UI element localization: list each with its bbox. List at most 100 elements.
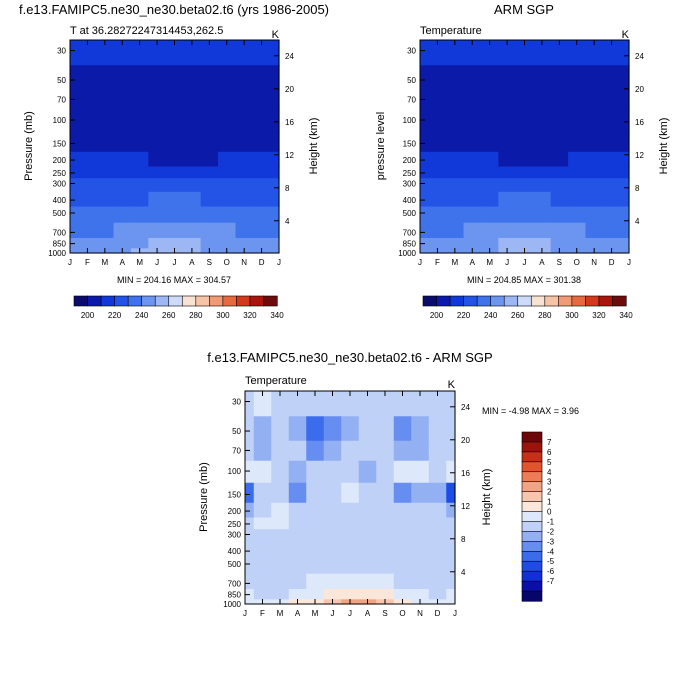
diff-cell	[306, 542, 325, 559]
model-colorbar-tick-label: 300	[216, 311, 230, 320]
obs-cell	[420, 40, 430, 66]
model-cell	[165, 40, 184, 66]
model-cell	[130, 222, 149, 239]
diff-cell	[411, 416, 430, 442]
model-cell	[78, 166, 97, 179]
diff-cell	[323, 502, 342, 519]
obs-cell	[620, 89, 630, 111]
model-colorbar-swatch	[222, 295, 237, 307]
diff-colorbar-swatch	[521, 580, 543, 592]
model-cell	[218, 166, 237, 179]
obs-cell	[446, 222, 465, 239]
obs-cell	[498, 191, 517, 208]
diff-cell	[288, 542, 307, 559]
model-cell	[70, 191, 80, 208]
model-cell	[96, 40, 115, 66]
diff-cell	[393, 502, 412, 519]
diff-cell	[411, 529, 430, 544]
model-cell	[165, 178, 184, 193]
diff-cell	[376, 529, 395, 544]
diff-cell	[446, 517, 456, 530]
diff-cell	[245, 391, 255, 417]
obs-cell	[550, 109, 569, 133]
model-cell	[200, 109, 219, 133]
diff-cell	[271, 391, 290, 417]
obs-colorbar-swatch	[571, 295, 586, 307]
diff-cell	[428, 542, 447, 559]
diff-cell	[358, 460, 377, 484]
obs-cell	[480, 166, 499, 179]
obs-title: ARM SGP	[494, 2, 554, 17]
diff-x-tick-label: J	[348, 609, 352, 618]
model-y-tick-label: 150	[53, 139, 67, 148]
diff-x-tick-label: M	[277, 609, 284, 618]
model-cell	[218, 109, 237, 133]
model-colorbar-tick-label: 260	[162, 311, 176, 320]
model-cell	[113, 178, 132, 193]
obs-cell	[428, 238, 447, 249]
obs-cell	[550, 178, 569, 193]
obs-cell	[533, 131, 552, 153]
model-y2-tick-label: 4	[285, 217, 290, 226]
obs-colorbar-swatch	[517, 295, 532, 307]
model-y-tick-label: 850	[53, 240, 67, 249]
diff-colorbar-swatch	[521, 541, 543, 552]
model-cell	[218, 222, 237, 239]
diff-colorbar-tick-label: 5	[547, 458, 552, 467]
model-cell	[148, 89, 167, 111]
diff-cell	[341, 589, 360, 600]
model-cell	[183, 178, 202, 193]
diff-cell	[446, 573, 456, 590]
obs-cell	[480, 222, 499, 239]
obs-cell	[533, 238, 552, 249]
obs-cell	[620, 65, 630, 91]
model-cell	[200, 89, 219, 111]
model-cell	[148, 238, 167, 249]
model-colorbar-tick-label: 320	[243, 311, 257, 320]
diff-cell	[253, 529, 272, 544]
model-heatmap	[70, 40, 280, 254]
diff-cell	[245, 542, 255, 559]
model-cell	[165, 222, 184, 239]
obs-cell	[602, 40, 621, 66]
diff-cell	[393, 482, 412, 504]
obs-y2-axis-label: Height (km)	[658, 118, 670, 175]
obs-minmax-label: MIN = 204.85 MAX = 301.38	[467, 275, 581, 285]
model-cell	[130, 89, 149, 111]
model-cell	[183, 40, 202, 66]
model-cell	[130, 206, 149, 224]
model-cell	[165, 151, 184, 168]
model-cell	[78, 151, 97, 168]
obs-cell	[585, 109, 604, 133]
obs-colorbar-swatch	[436, 295, 451, 307]
model-cell	[165, 109, 184, 133]
obs-cell	[585, 166, 604, 179]
diff-colorbar-tick-label: -7	[547, 577, 555, 586]
diff-cell	[271, 557, 290, 575]
model-colorbar-swatch	[127, 295, 143, 307]
diff-cell	[341, 573, 360, 590]
obs-cell	[420, 151, 430, 168]
diff-y2-tick-label: 24	[461, 403, 470, 412]
model-cell	[200, 222, 219, 239]
model-cell	[235, 206, 254, 224]
model-cell	[70, 109, 80, 133]
model-cell	[130, 191, 149, 208]
diff-cell	[253, 482, 272, 504]
obs-cell	[568, 238, 587, 249]
diff-cell	[358, 502, 377, 519]
obs-cell	[515, 238, 534, 249]
diff-y2-tick-label: 16	[461, 469, 470, 478]
model-panel: f.e13.FAMIPC5.ne30_ne30.beta02.t6 (yrs 1…	[19, 2, 329, 320]
diff-cell	[411, 517, 430, 530]
obs-colorbar-tick-label: 320	[592, 311, 606, 320]
obs-colorbar-swatch	[476, 295, 492, 307]
diff-y-tick-label: 200	[228, 507, 242, 516]
obs-x-tick-label: O	[574, 258, 580, 267]
diff-colorbar-swatch	[521, 471, 543, 483]
diff-y-tick-label: 1000	[223, 600, 241, 609]
obs-colorbar-tick-label: 220	[457, 311, 471, 320]
obs-cell	[480, 191, 499, 208]
obs-cell	[480, 40, 499, 66]
